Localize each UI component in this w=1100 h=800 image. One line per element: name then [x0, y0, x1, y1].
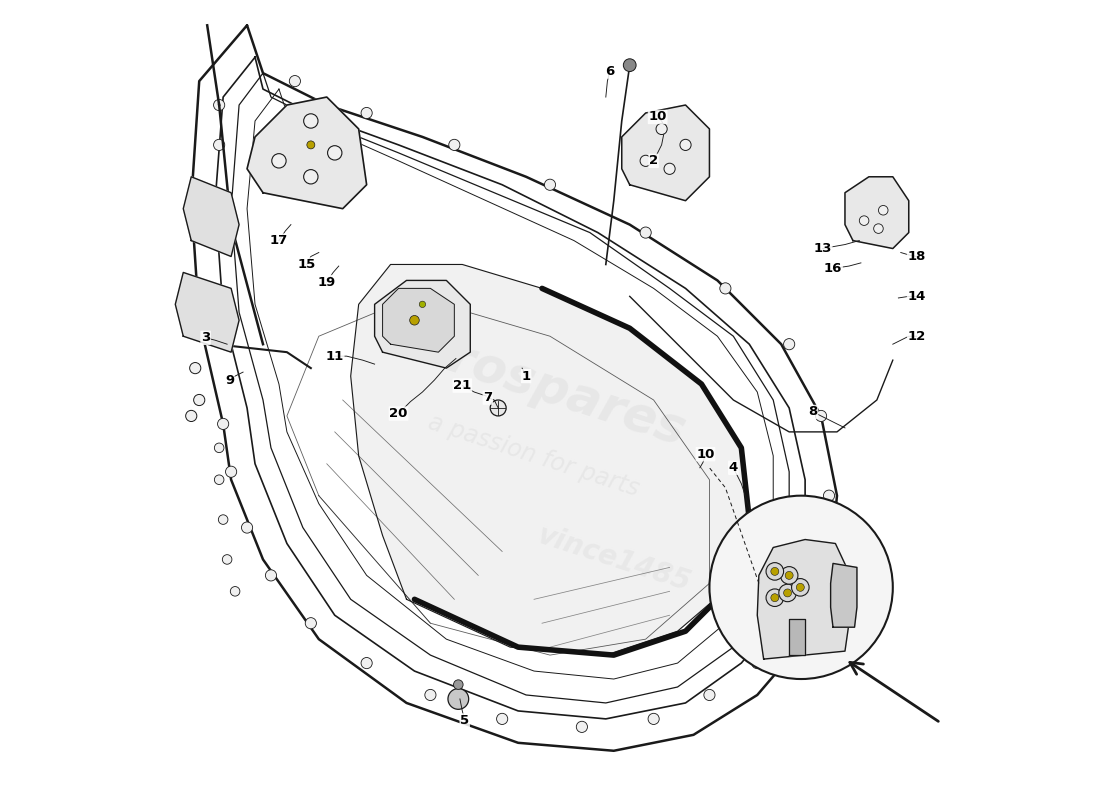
Text: 12: 12 — [908, 330, 926, 342]
Circle shape — [272, 154, 286, 168]
Text: 7: 7 — [483, 391, 493, 404]
Circle shape — [289, 75, 300, 86]
Circle shape — [771, 594, 779, 602]
Polygon shape — [175, 273, 239, 352]
Circle shape — [448, 689, 469, 710]
Circle shape — [710, 496, 893, 679]
Circle shape — [189, 362, 201, 374]
Text: 10: 10 — [696, 448, 715, 461]
Circle shape — [704, 690, 715, 701]
Text: 9: 9 — [226, 374, 234, 386]
Polygon shape — [789, 619, 805, 655]
Circle shape — [219, 515, 228, 524]
Text: 6: 6 — [605, 65, 615, 78]
Polygon shape — [845, 177, 909, 249]
Polygon shape — [757, 539, 849, 659]
Circle shape — [640, 155, 651, 166]
Circle shape — [719, 283, 732, 294]
Text: 16: 16 — [824, 262, 843, 275]
Circle shape — [664, 163, 675, 174]
Circle shape — [796, 583, 804, 591]
Polygon shape — [248, 97, 366, 209]
Circle shape — [879, 206, 888, 215]
Circle shape — [780, 566, 798, 584]
Circle shape — [361, 107, 372, 118]
Circle shape — [766, 562, 783, 580]
Text: 13: 13 — [814, 242, 832, 255]
Text: 3: 3 — [201, 331, 210, 344]
Circle shape — [859, 216, 869, 226]
Circle shape — [873, 224, 883, 234]
Circle shape — [419, 301, 426, 307]
Circle shape — [425, 690, 436, 701]
Text: 18: 18 — [908, 250, 926, 263]
Circle shape — [214, 443, 224, 453]
Circle shape — [779, 584, 796, 602]
Text: 15: 15 — [298, 258, 316, 271]
Circle shape — [824, 490, 835, 502]
Circle shape — [328, 146, 342, 160]
Text: 4: 4 — [728, 462, 738, 474]
Circle shape — [576, 722, 587, 733]
Polygon shape — [383, 288, 454, 352]
Circle shape — [815, 410, 826, 422]
Circle shape — [453, 680, 463, 690]
Circle shape — [624, 58, 636, 71]
Circle shape — [306, 618, 317, 629]
Text: 19: 19 — [318, 275, 336, 289]
Text: 8: 8 — [808, 406, 817, 418]
Text: 2: 2 — [649, 154, 658, 167]
Circle shape — [218, 418, 229, 430]
Circle shape — [792, 618, 803, 629]
Polygon shape — [351, 265, 749, 655]
Circle shape — [307, 141, 315, 149]
Circle shape — [186, 410, 197, 422]
Circle shape — [640, 227, 651, 238]
Text: 1: 1 — [521, 370, 530, 382]
Circle shape — [265, 570, 276, 581]
Circle shape — [213, 195, 224, 206]
Circle shape — [656, 123, 668, 134]
Polygon shape — [375, 281, 471, 368]
Circle shape — [213, 139, 224, 150]
Circle shape — [226, 466, 236, 478]
Polygon shape — [184, 177, 239, 257]
Circle shape — [409, 315, 419, 325]
Circle shape — [213, 99, 224, 110]
Circle shape — [230, 586, 240, 596]
Circle shape — [449, 139, 460, 150]
Text: 21: 21 — [453, 379, 472, 392]
Circle shape — [496, 714, 508, 725]
Text: 5: 5 — [460, 714, 470, 727]
Text: a passion for parts: a passion for parts — [426, 410, 642, 502]
Text: eurospares: eurospares — [376, 313, 692, 456]
Circle shape — [751, 658, 763, 669]
Circle shape — [783, 589, 792, 597]
Circle shape — [304, 170, 318, 184]
Circle shape — [491, 400, 506, 416]
Circle shape — [771, 567, 779, 575]
Circle shape — [544, 179, 556, 190]
Circle shape — [680, 139, 691, 150]
Circle shape — [214, 475, 224, 485]
Text: 10: 10 — [648, 110, 667, 123]
Circle shape — [361, 658, 372, 669]
Polygon shape — [621, 105, 710, 201]
Text: 14: 14 — [908, 290, 926, 303]
Circle shape — [815, 554, 826, 565]
Circle shape — [194, 394, 205, 406]
Text: 20: 20 — [389, 407, 408, 420]
Text: vince1485: vince1485 — [534, 522, 694, 598]
Circle shape — [792, 578, 810, 596]
Text: 17: 17 — [270, 234, 288, 247]
Circle shape — [222, 554, 232, 564]
Circle shape — [648, 714, 659, 725]
Circle shape — [304, 114, 318, 128]
Circle shape — [766, 589, 783, 606]
Circle shape — [785, 571, 793, 579]
Circle shape — [783, 338, 794, 350]
Polygon shape — [830, 563, 857, 627]
Text: 11: 11 — [326, 350, 344, 362]
Circle shape — [242, 522, 253, 533]
